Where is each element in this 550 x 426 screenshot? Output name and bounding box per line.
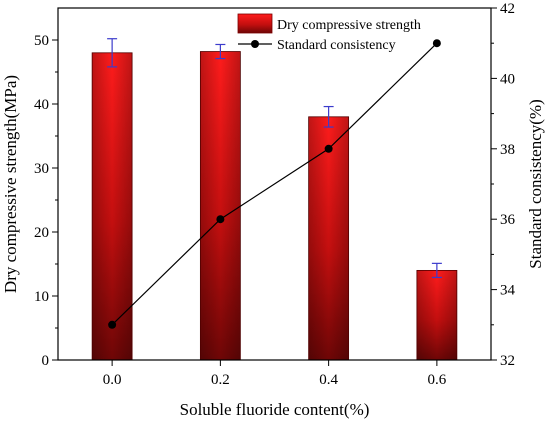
legend-line-marker [251, 40, 259, 48]
right-y-tick-label-3: 38 [500, 142, 515, 158]
x-tick-label-1: 0.2 [211, 372, 230, 388]
right-y-tick-label-0: 32 [500, 353, 515, 369]
bar-shade-1 [200, 51, 241, 361]
x-tick-label-2: 0.4 [319, 372, 338, 388]
bar-shade-2 [308, 116, 349, 360]
left-y-tick-label-1: 10 [34, 289, 49, 305]
bar-shade-0 [92, 52, 133, 361]
legend-line-label: Standard consistency [277, 38, 396, 53]
left-y-tick-label-0: 0 [42, 353, 50, 369]
consistency-point-2 [324, 144, 333, 153]
consistency-point-3 [432, 39, 441, 48]
x-tick-label-3: 0.6 [428, 372, 447, 388]
right-y-tick-label-4: 40 [500, 71, 515, 87]
legend-bar-swatch [237, 13, 273, 34]
legend: Dry compressive strength Standard consis… [237, 13, 421, 53]
bars-layer [91, 51, 458, 361]
x-tick-label-0: 0.0 [103, 372, 122, 388]
left-y-tick-label-2: 20 [34, 225, 49, 241]
left-y-axis-title: Dry compressive strength(MPa) [1, 75, 20, 293]
bar-shade-3 [416, 270, 457, 360]
consistency-line [111, 42, 438, 326]
line-layer [108, 39, 441, 329]
error-bars-layer [107, 38, 442, 279]
right-y-axis-title: Standard consistency(%) [526, 99, 545, 268]
right-y-tick-label-2: 36 [500, 212, 516, 228]
x-axis-title: Soluble fluoride content(%) [180, 400, 370, 419]
left-y-tick-label-4: 40 [34, 97, 49, 113]
left-y-tick-label-5: 50 [34, 33, 49, 49]
left-y-tick-label-3: 30 [34, 161, 49, 177]
legend-bar-label: Dry compressive strength [277, 18, 421, 33]
axes-layer: 0.0 0.2 0.4 0.6 0 10 20 30 40 50 32 34 36 38 40 42 [34, 1, 516, 388]
right-y-tick-label-5: 42 [500, 1, 515, 17]
consistency-point-1 [216, 215, 225, 224]
right-y-tick-label-1: 34 [500, 283, 516, 299]
consistency-point-0 [108, 320, 117, 329]
